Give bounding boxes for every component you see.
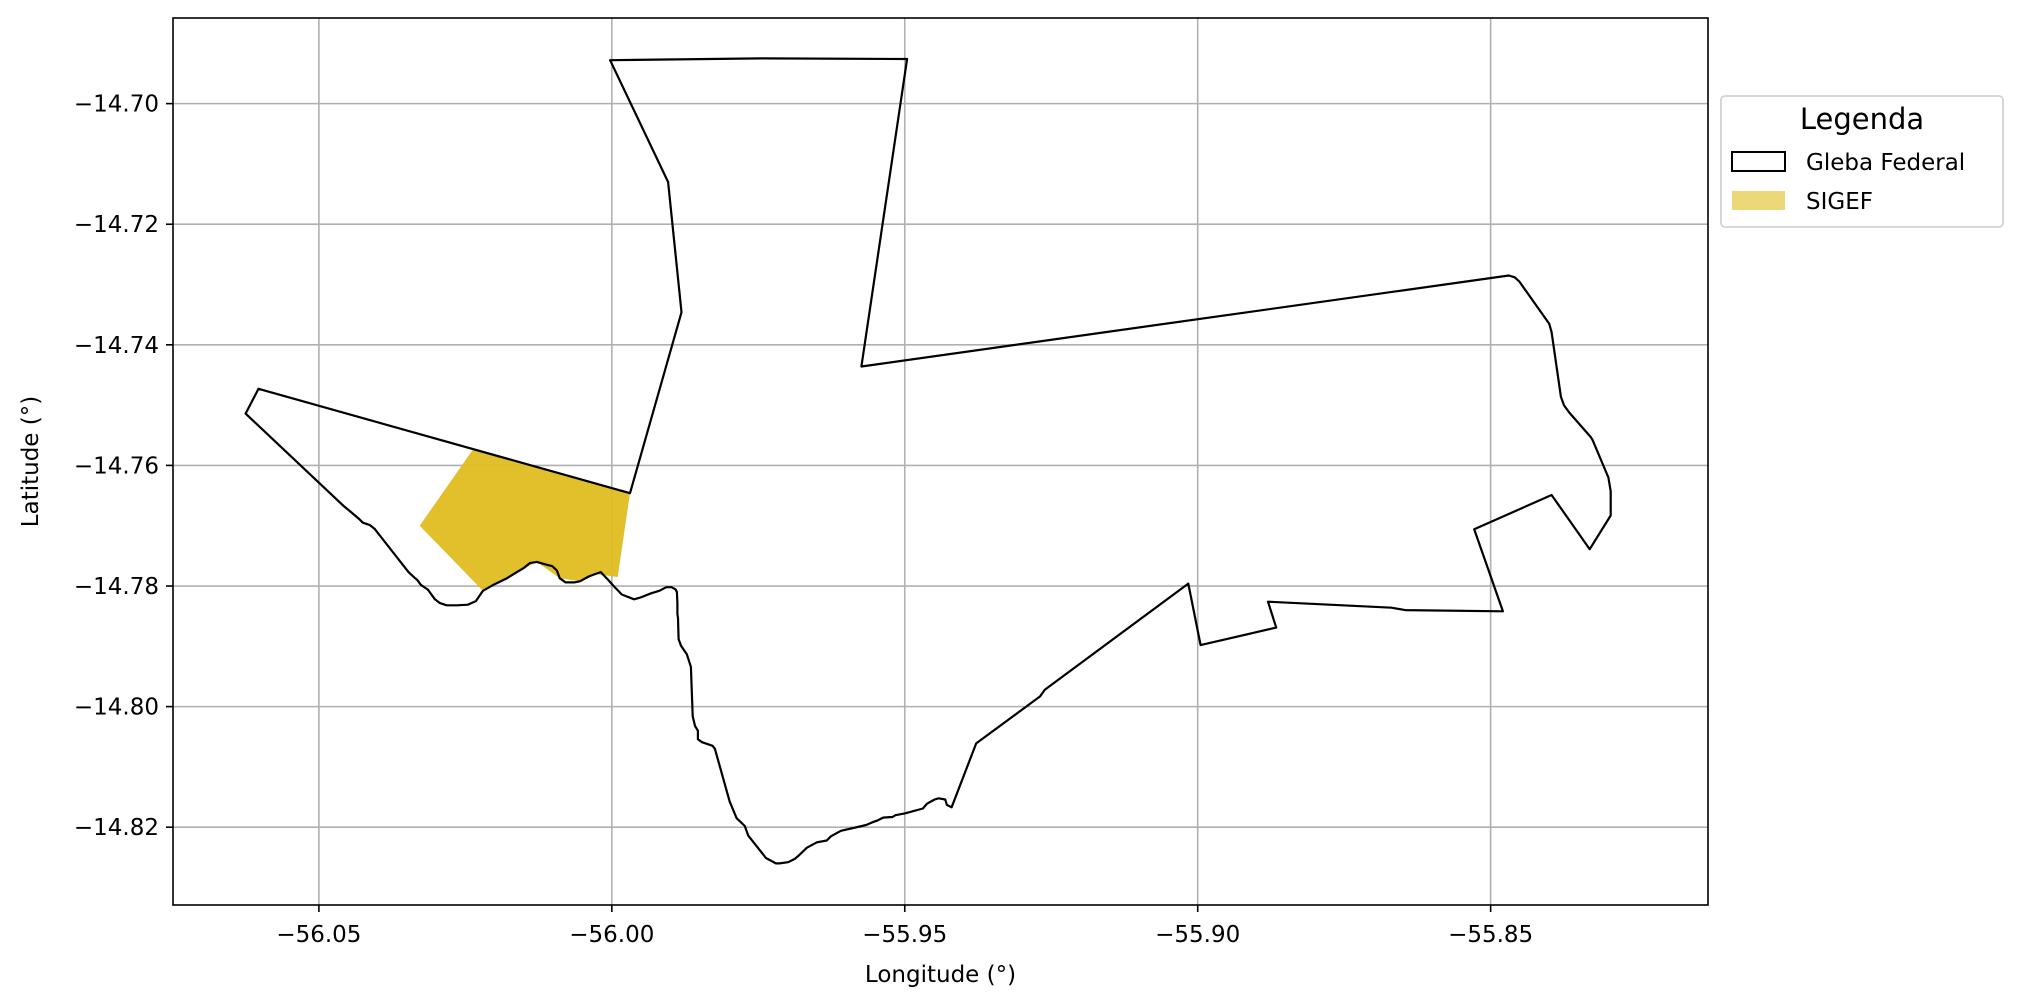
sigef-parcel [419, 448, 630, 591]
y-tick-label: −14.82 [74, 815, 159, 841]
tick-layer: −56.05 −56.00 −55.95 −55.90 −55.85 −14.70 −14.… [74, 92, 1533, 948]
y-tick-label: −14.80 [74, 695, 159, 721]
plot-frame [172, 17, 1709, 906]
gleba-federal-boundary [244, 57, 1612, 865]
y-tick-label: −14.70 [74, 92, 159, 118]
x-tick-label: −56.05 [276, 922, 361, 948]
legend-title: Legenda [1800, 102, 1924, 136]
y-tick-label: −14.74 [74, 333, 159, 359]
legend-swatch-sigef [1732, 191, 1785, 210]
x-axis-label: Longitude (°) [865, 962, 1016, 988]
legend-label-sigef: SIGEF [1806, 189, 1873, 215]
x-tick-label: −55.85 [1448, 922, 1533, 948]
x-tick-label: −55.90 [1155, 922, 1240, 948]
y-tick-label: −14.78 [74, 574, 159, 600]
legend-box [1720, 95, 2004, 228]
x-tick-label: −55.95 [862, 922, 947, 948]
grid-layer [173, 18, 1708, 905]
legend-label-gleba-federal: Gleba Federal [1806, 150, 1965, 176]
y-tick-label: −14.72 [74, 212, 159, 238]
y-axis-label: Latitude (°) [18, 396, 44, 527]
x-tick-label: −56.00 [569, 922, 654, 948]
y-tick-label: −14.76 [74, 453, 159, 479]
legend-swatch-gleba-federal [1731, 151, 1786, 172]
data-layer [244, 57, 1612, 865]
legend: Legenda Gleba Federal SIGEF [1720, 95, 2004, 228]
